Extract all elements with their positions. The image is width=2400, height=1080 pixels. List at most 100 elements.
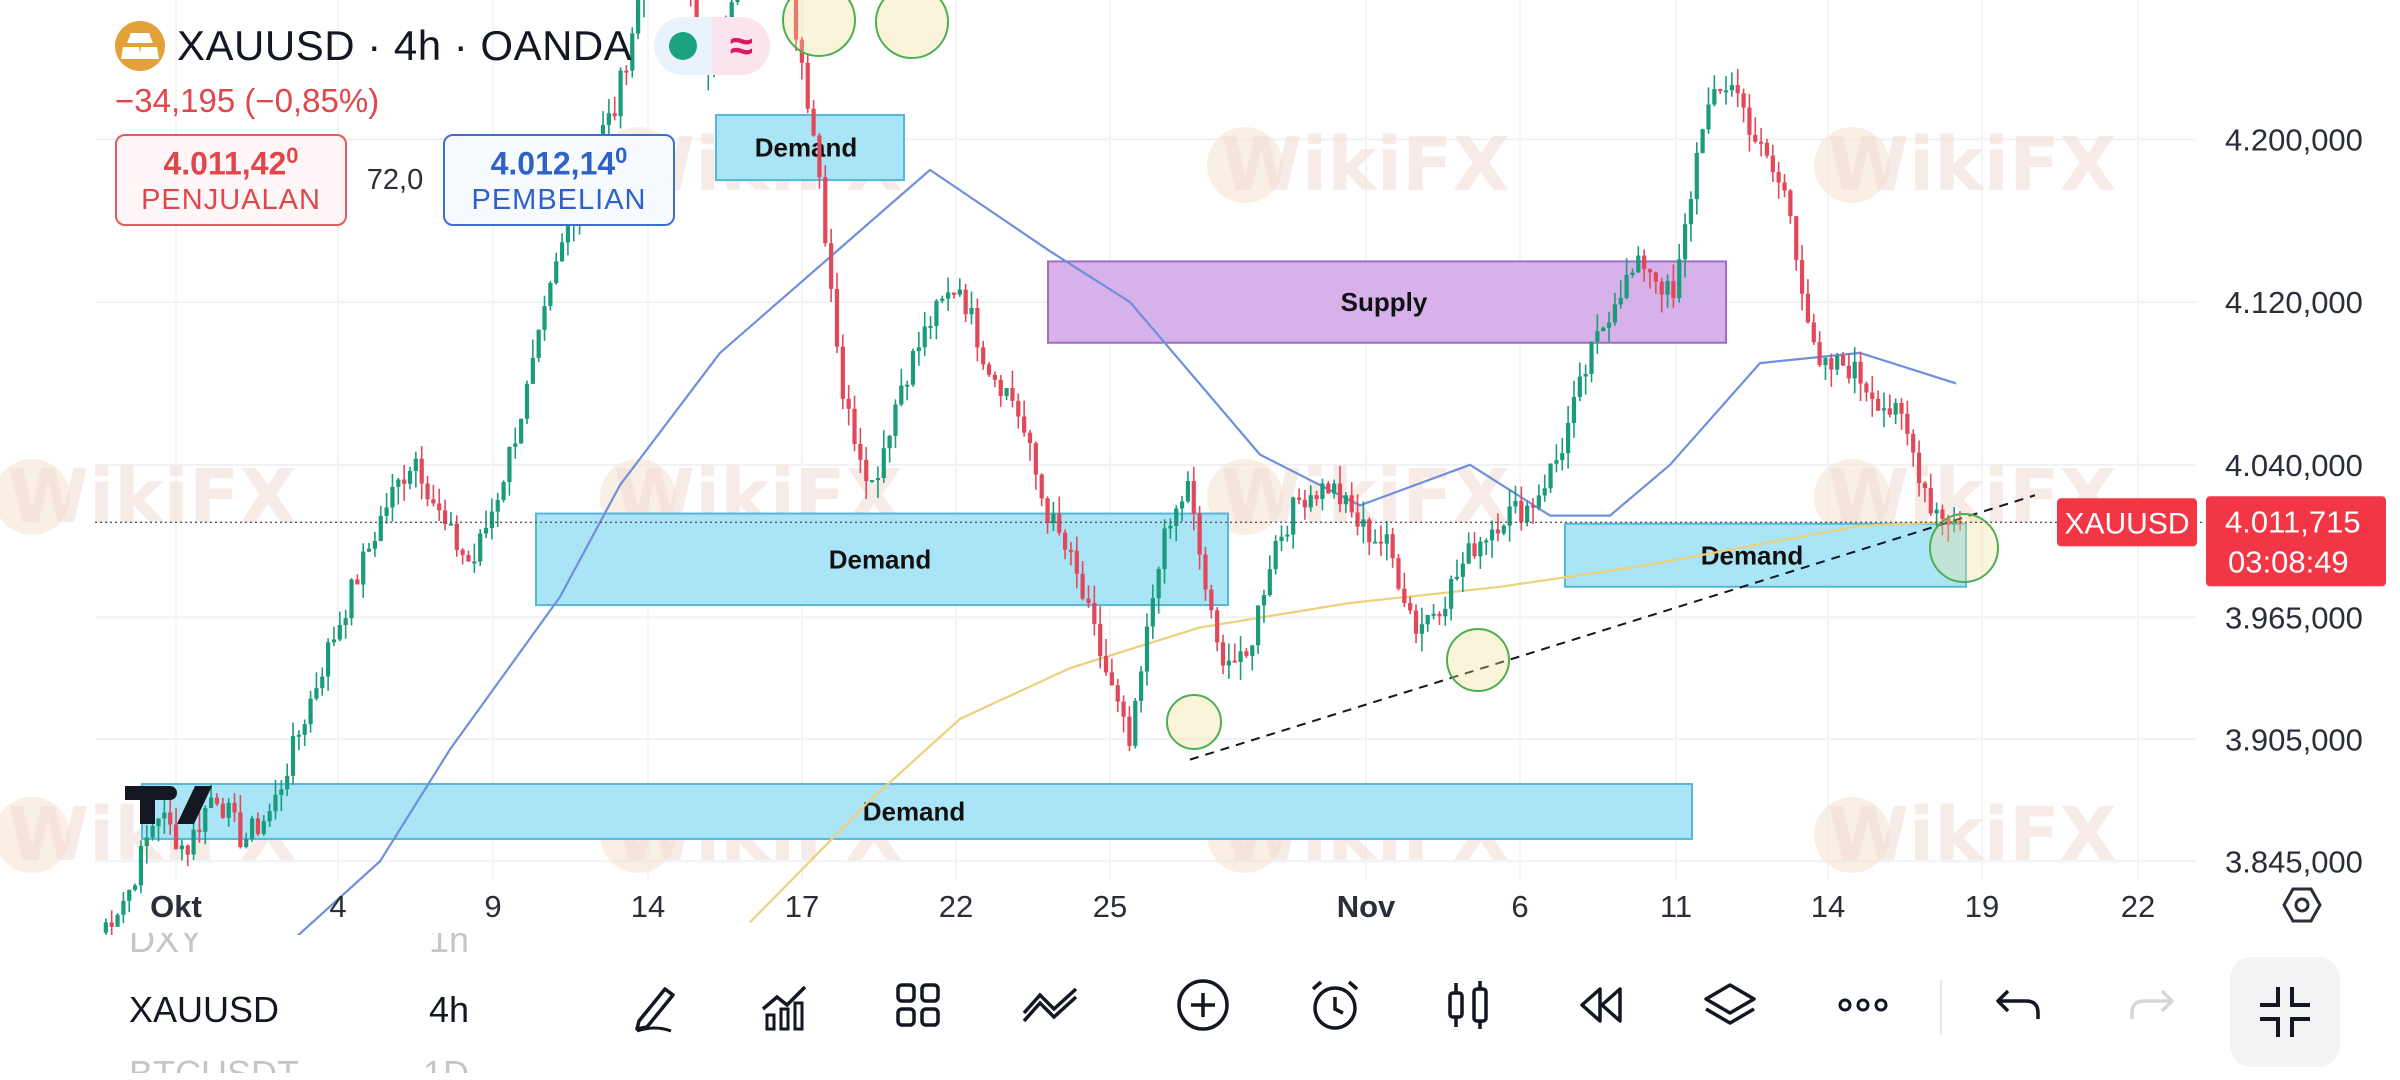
replay-rewind-icon[interactable]	[1570, 975, 1630, 1035]
sell-button[interactable]: 4.011,420 PENJUALAN	[115, 134, 347, 226]
candle-body	[840, 346, 845, 399]
candle-body	[1185, 481, 1191, 502]
candle-body	[1525, 505, 1530, 523]
candle-body	[1548, 463, 1553, 489]
layout-grid-icon[interactable]	[888, 975, 948, 1035]
candle-body	[1858, 361, 1863, 384]
candle-body	[881, 448, 886, 479]
candle-body	[916, 347, 921, 351]
candle-body	[390, 486, 395, 508]
candle-body	[524, 383, 530, 419]
candle-body	[1566, 423, 1571, 454]
candle-body	[1595, 331, 1600, 342]
candle-body	[998, 379, 1003, 396]
candle-body	[1092, 602, 1097, 624]
candle-body	[454, 523, 459, 550]
candle-body	[273, 794, 278, 812]
candle-body	[1355, 512, 1360, 527]
date-tick-8: 6	[1511, 889, 1528, 924]
candle-body	[1454, 576, 1460, 580]
candle-body	[249, 818, 255, 840]
candle-body	[296, 734, 301, 737]
candle-body	[495, 499, 500, 512]
trend-annotations	[95, 0, 2205, 761]
candle-body	[173, 824, 179, 850]
date-tick-11: 19	[1965, 889, 1999, 924]
symbol-title[interactable]: XAUUSD · 4h · OANDA	[177, 22, 633, 69]
candle-body	[343, 618, 348, 625]
candle-body	[1876, 398, 1881, 411]
market-status-pill[interactable]: ≈	[654, 17, 771, 75]
candle-body	[1659, 281, 1664, 295]
candle-body	[425, 483, 430, 500]
candle-body	[735, 0, 740, 3]
more-dots-icon[interactable]	[1833, 975, 1893, 1035]
candle-body	[1033, 443, 1038, 475]
time-axis[interactable]: Okt 4 9 14 17 22 25 Nov 6 11 14 19 22	[150, 889, 2155, 924]
sell-price: 4.011,42	[163, 145, 287, 182]
alarm-clock-icon[interactable]	[1305, 975, 1365, 1035]
candle-body	[957, 289, 962, 295]
indicators-icon[interactable]	[755, 975, 815, 1035]
watchlist-row-current[interactable]: XAUUSD 4h	[129, 989, 469, 1030]
candle-body	[1256, 605, 1261, 646]
candle-body	[191, 829, 196, 855]
candle-body	[127, 889, 132, 901]
candle-body	[1624, 274, 1629, 298]
candle-body	[1291, 497, 1296, 535]
candle-body	[1361, 519, 1366, 527]
candle-body	[1261, 595, 1267, 606]
toolbar-divider	[1940, 980, 1942, 1035]
candle-body	[1472, 543, 1477, 557]
redo-icon[interactable]	[2120, 975, 2180, 1035]
moving-average-0	[296, 168, 1957, 935]
candle-body	[1577, 376, 1582, 397]
candle-body	[981, 347, 986, 365]
price-axis[interactable]: 4.300,0004.200,0004.120,0004.040,0003.96…	[2057, 0, 2386, 879]
candle-body	[1267, 569, 1272, 596]
draw-pen-icon[interactable]	[625, 975, 685, 1035]
candle-body	[829, 243, 834, 289]
candle-body	[1443, 608, 1448, 617]
settings-hex-icon[interactable]	[2282, 887, 2322, 923]
layers-icon[interactable]	[1700, 975, 1760, 1035]
undo-icon[interactable]	[1990, 975, 2050, 1035]
date-tick-2: 9	[484, 889, 501, 924]
candle-body	[1408, 603, 1413, 611]
candle-body	[975, 307, 980, 348]
collapse-fullscreen-button[interactable]	[2230, 957, 2340, 1067]
candle-body	[875, 478, 881, 481]
compare-lines-icon[interactable]	[1020, 975, 1080, 1035]
candle-body	[1916, 452, 1922, 484]
candle-body	[1133, 700, 1138, 746]
candle-body	[729, 2, 734, 19]
candle-body	[530, 357, 535, 384]
candle-body	[905, 384, 910, 387]
candle-body	[1811, 322, 1816, 343]
candles-type-icon[interactable]	[1438, 975, 1498, 1035]
candle-body	[162, 812, 167, 819]
candle-body	[214, 797, 220, 804]
candle-body	[869, 480, 875, 483]
candle-body	[355, 579, 360, 585]
candle-body	[834, 288, 840, 347]
candle-body	[1168, 525, 1173, 529]
candle-body	[1320, 483, 1325, 500]
watchlist-row-above[interactable]: DXY 1h	[129, 933, 469, 960]
candle-body	[1589, 341, 1594, 374]
candle-body	[1706, 104, 1711, 130]
candle-body	[1244, 651, 1249, 656]
candle-body	[519, 418, 524, 444]
candle-body	[1922, 483, 1928, 489]
candle-body	[1688, 199, 1694, 225]
candle-body	[1396, 558, 1401, 589]
candle-body	[1413, 610, 1419, 634]
watchlist-row-below[interactable]: BTCUSDT1D	[129, 1053, 469, 1073]
buy-button[interactable]: 4.012,140 PEMBELIAN	[443, 134, 675, 226]
candle-body	[846, 398, 851, 409]
price-tick-4: 3.965,000	[2225, 600, 2363, 635]
candle-body	[963, 289, 968, 315]
add-plus-icon[interactable]	[1173, 975, 1233, 1035]
